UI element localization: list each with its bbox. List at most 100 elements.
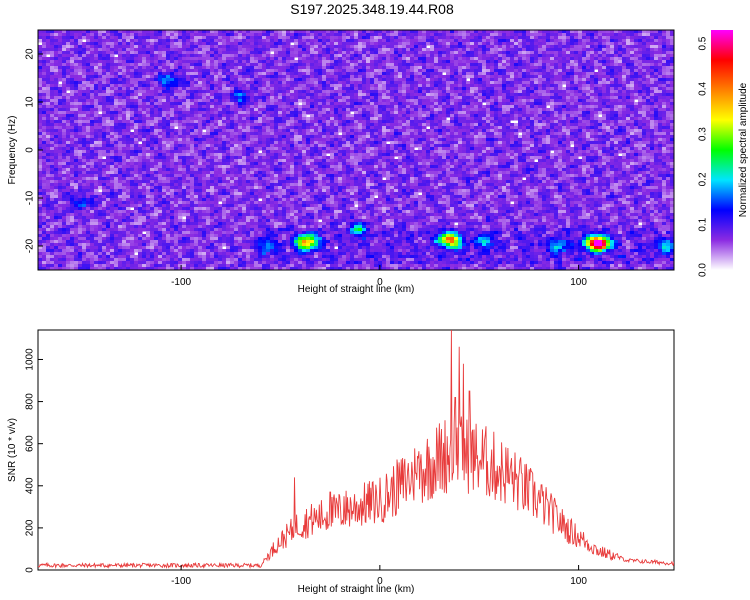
spectrogram-cell <box>62 66 67 70</box>
spectrogram-cell <box>90 60 95 64</box>
spectrogram-cell <box>38 69 43 73</box>
spectrogram-cell <box>530 54 535 58</box>
spectrogram-cell <box>214 57 219 61</box>
spectrogram-cell <box>362 108 367 112</box>
spectrogram-cell <box>198 60 203 64</box>
spectrogram-cell <box>430 42 435 46</box>
spectrogram-cell <box>70 114 75 118</box>
spectrogram-cell <box>498 87 503 91</box>
spectrogram-cell <box>466 45 471 49</box>
spectrogram-cell <box>98 108 103 112</box>
spectrogram-cell <box>298 60 303 64</box>
spectrogram-cell <box>410 33 415 37</box>
spectrogram-cell <box>566 69 571 73</box>
spectrogram-cell <box>198 57 203 61</box>
spectrogram-cell <box>482 105 487 109</box>
spectrogram-cell <box>98 48 103 52</box>
spectrogram-cell <box>230 54 235 58</box>
spectrogram-cell <box>190 66 195 70</box>
spectrogram-cell <box>214 105 219 109</box>
spectrogram-cell <box>62 99 67 103</box>
spectrogram-cell <box>230 30 235 34</box>
spectrogram-cell <box>306 54 311 58</box>
spectrogram-cell <box>490 42 495 46</box>
spectrogram-cell <box>602 60 607 64</box>
spectrogram-cell <box>366 114 371 118</box>
spectrogram-cell <box>334 108 339 112</box>
spectrogram-cell <box>658 51 663 55</box>
spectrogram-cell <box>454 57 459 61</box>
spectrogram-cell <box>130 63 135 67</box>
spectrogram-cell <box>658 39 663 43</box>
spectrogram-cell <box>294 105 299 109</box>
spectrogram-cell <box>458 36 463 40</box>
spectrogram-cell <box>98 123 103 127</box>
spectrogram-cell <box>450 39 455 43</box>
spectrogram-cell <box>426 33 431 37</box>
spectrogram-cell <box>290 54 295 58</box>
spectrogram-cell <box>410 60 415 64</box>
spectrogram-cell <box>286 123 291 127</box>
spectrogram-cell <box>254 81 259 85</box>
spectrogram-cell <box>482 57 487 61</box>
spectrogram-cell <box>142 30 147 34</box>
spectrogram-cell <box>666 90 671 94</box>
spectrogram-cell <box>434 39 439 43</box>
spectrogram-cell <box>534 63 539 67</box>
spectrogram-cell <box>134 30 139 34</box>
spectrogram-cell <box>414 105 419 109</box>
spectrogram-cell <box>166 45 171 49</box>
spectrogram-cell <box>426 72 431 76</box>
spectrogram-cell <box>618 69 623 73</box>
spectrogram-cell <box>110 120 115 124</box>
spectrogram-cell <box>494 81 499 85</box>
spectrogram-cell <box>514 51 519 55</box>
spectrogram-cell <box>158 36 163 40</box>
spectrogram-cell <box>262 36 267 40</box>
spectrogram-cell <box>350 84 355 88</box>
spectrogram-cell <box>338 39 343 43</box>
spectrogram-cell <box>214 114 219 118</box>
spectrogram-cell <box>362 93 367 97</box>
spectrogram-cell <box>358 78 363 82</box>
spectrogram-cell <box>174 33 179 37</box>
spectrogram-cell <box>274 39 279 43</box>
spectrogram-cell <box>106 36 111 40</box>
spectrogram-cell <box>282 54 287 58</box>
spectrogram-cell <box>286 105 291 109</box>
spectrogram-cell <box>230 69 235 73</box>
spectrogram-cell <box>526 111 531 115</box>
spectrogram-cell <box>158 84 163 88</box>
spectrogram-cell <box>386 84 391 88</box>
spectrogram-cell <box>306 66 311 70</box>
spectrogram-cell <box>542 111 547 115</box>
spectrogram-cell <box>486 96 491 100</box>
spectrogram-cell <box>638 48 643 52</box>
spectrogram-cell <box>338 117 343 121</box>
spectrogram-cell <box>90 96 95 100</box>
spectrogram-cell <box>418 57 423 61</box>
spectrogram-cell <box>414 69 419 73</box>
spectrogram-cell <box>406 108 411 112</box>
spectrogram-cell <box>534 117 539 121</box>
spectrogram-cell <box>130 66 135 70</box>
spectrogram-cell <box>286 54 291 58</box>
spectrogram-cell <box>402 66 407 70</box>
spectrogram-cell <box>582 48 587 52</box>
spectrogram-cell <box>266 69 271 73</box>
spectrogram-cell <box>638 66 643 70</box>
spectrogram-cell <box>102 57 107 61</box>
spectrogram-cell <box>214 96 219 100</box>
spectrogram-cell <box>558 81 563 85</box>
spectrogram-cell <box>326 66 331 70</box>
spectrogram-cell <box>62 93 67 97</box>
spectrogram-cell <box>538 72 543 76</box>
spectrogram-cell <box>174 54 179 58</box>
spectrogram-cell <box>490 36 495 40</box>
spectrogram-cell <box>546 96 551 100</box>
spectrogram-cell <box>426 30 431 34</box>
spectrogram-cell <box>374 39 379 43</box>
spectrogram-cell <box>290 84 295 88</box>
spectrogram-cell <box>102 84 107 88</box>
spectrogram-cell <box>194 33 199 37</box>
